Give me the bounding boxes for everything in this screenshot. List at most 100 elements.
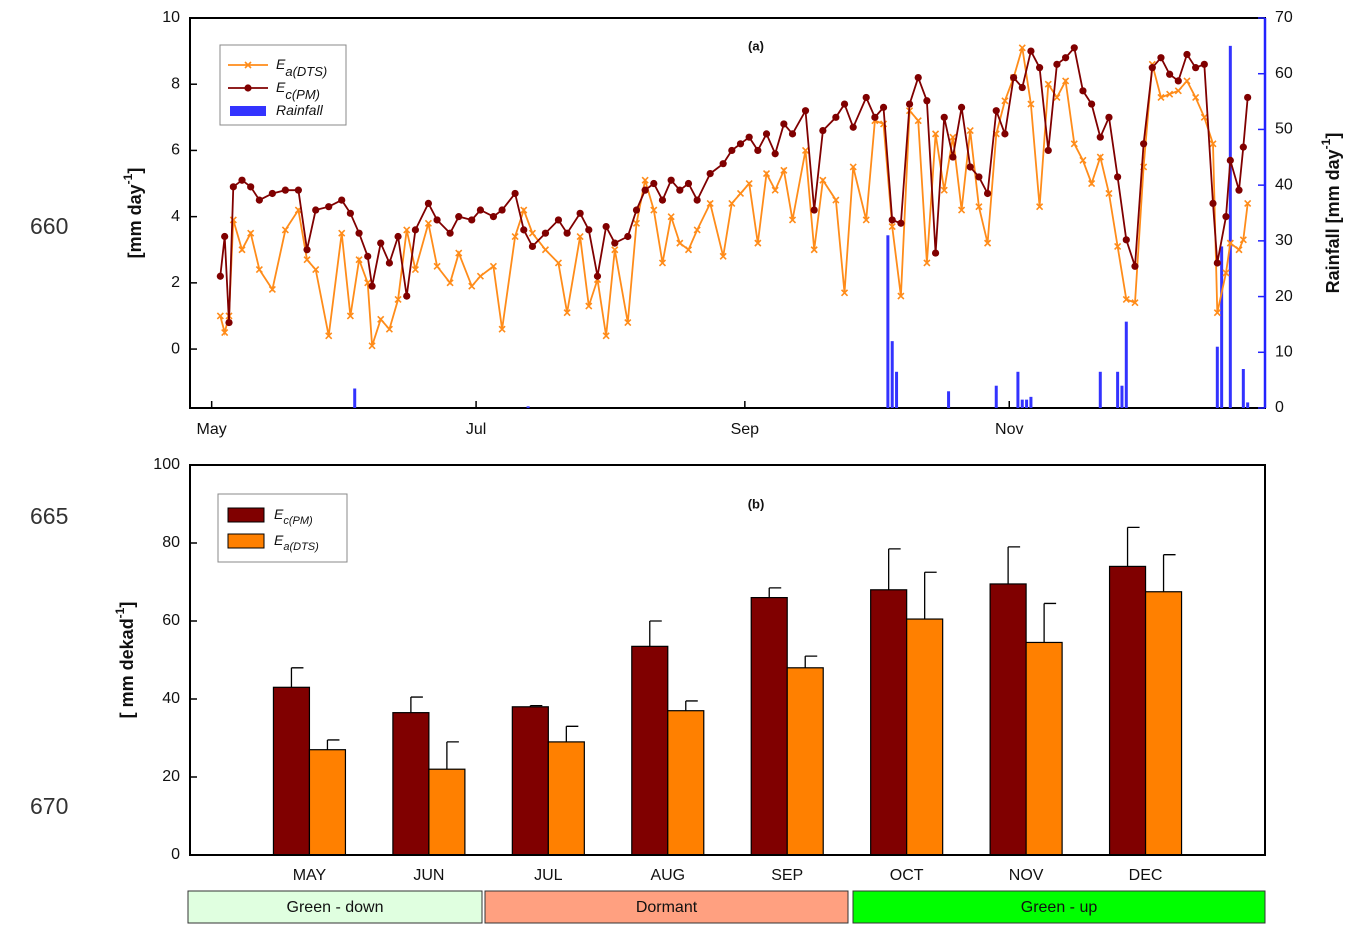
point: [931, 249, 940, 257]
point: [394, 295, 402, 303]
point: [433, 262, 441, 270]
y-tick-label: 60: [162, 612, 180, 629]
point: [958, 206, 966, 214]
point: [849, 123, 857, 131]
point: [1148, 64, 1156, 72]
phase-box: [852, 890, 1266, 924]
y-tick-label: 8: [171, 75, 180, 92]
point: [1079, 156, 1087, 164]
point: [1235, 186, 1243, 194]
legend-label: Rainfall: [276, 102, 324, 118]
x-tick-label: Sep: [731, 421, 760, 438]
point: [840, 100, 849, 108]
point: [1192, 64, 1200, 72]
point: [446, 279, 454, 287]
point: [897, 219, 905, 227]
point: [377, 315, 385, 323]
point: [754, 146, 762, 155]
point: [736, 189, 745, 198]
point: [255, 266, 263, 274]
point: [312, 266, 320, 274]
point: [819, 176, 827, 184]
point: [1213, 259, 1221, 267]
bar: [308, 749, 347, 856]
point: [424, 199, 433, 207]
legend-label: Ea(DTS): [276, 56, 327, 79]
legend-subscript: c(PM): [285, 87, 320, 102]
y-tick-label: 4: [171, 208, 180, 225]
rain-bar: [895, 371, 899, 408]
point: [1166, 70, 1174, 78]
point: [528, 229, 537, 237]
point: [788, 216, 797, 224]
point: [676, 186, 684, 194]
x-tick-label: JUN: [413, 867, 444, 884]
point: [914, 117, 922, 125]
point: [294, 186, 302, 194]
point: [754, 239, 762, 247]
y-tick-label: 2: [171, 274, 180, 291]
point: [355, 229, 363, 237]
point: [216, 312, 224, 320]
point: [385, 259, 393, 267]
legend-subscript: a(DTS): [283, 541, 319, 553]
point: [1157, 54, 1165, 62]
error-bar: [888, 548, 901, 590]
point: [1213, 309, 1221, 317]
legend-swatch: [227, 507, 265, 523]
point: [984, 239, 992, 247]
point: [676, 239, 684, 247]
point: [1239, 143, 1247, 151]
bar: [667, 710, 705, 856]
point: [736, 140, 745, 148]
point: [706, 199, 714, 207]
point: [801, 107, 810, 115]
point: [221, 232, 229, 241]
error-bar: [290, 667, 304, 688]
point: [541, 229, 550, 237]
point: [528, 242, 537, 251]
point: [949, 153, 957, 161]
point: [554, 216, 563, 224]
point: [520, 206, 528, 214]
point: [641, 176, 649, 184]
point: [832, 196, 840, 204]
point: [364, 252, 372, 260]
point: [684, 246, 693, 254]
bar: [1108, 565, 1147, 856]
point: [585, 302, 593, 310]
point: [1027, 47, 1035, 55]
point: [771, 150, 779, 158]
legend-label: Ec(PM): [274, 506, 313, 527]
legend-label: Ea(DTS): [274, 532, 319, 553]
x-tick-label: JUL: [534, 867, 563, 884]
point: [1200, 113, 1208, 121]
point: [611, 246, 619, 254]
point: [346, 312, 354, 320]
axis-label-sup: -1: [113, 607, 127, 618]
point: [1222, 269, 1230, 277]
point: [511, 232, 519, 241]
point: [719, 160, 727, 168]
point: [762, 130, 771, 138]
chart-title: (a): [748, 38, 764, 53]
point: [585, 226, 593, 234]
phase-box: [187, 890, 483, 924]
point: [1174, 77, 1182, 85]
point: [411, 266, 419, 274]
point: [225, 318, 233, 327]
rain-bar: [1120, 385, 1124, 408]
rain-bar: [1241, 369, 1245, 408]
point: [780, 120, 788, 128]
point: [255, 196, 263, 204]
point: [1114, 173, 1122, 181]
point: [940, 113, 948, 121]
y2-tick-label: 70: [1275, 9, 1293, 26]
point: [554, 259, 563, 267]
point: [468, 282, 476, 290]
point: [667, 176, 675, 184]
y2-tick-label: 20: [1275, 288, 1293, 305]
point: [914, 73, 922, 82]
axis-label-text: ]: [125, 168, 145, 174]
bar: [906, 618, 944, 856]
